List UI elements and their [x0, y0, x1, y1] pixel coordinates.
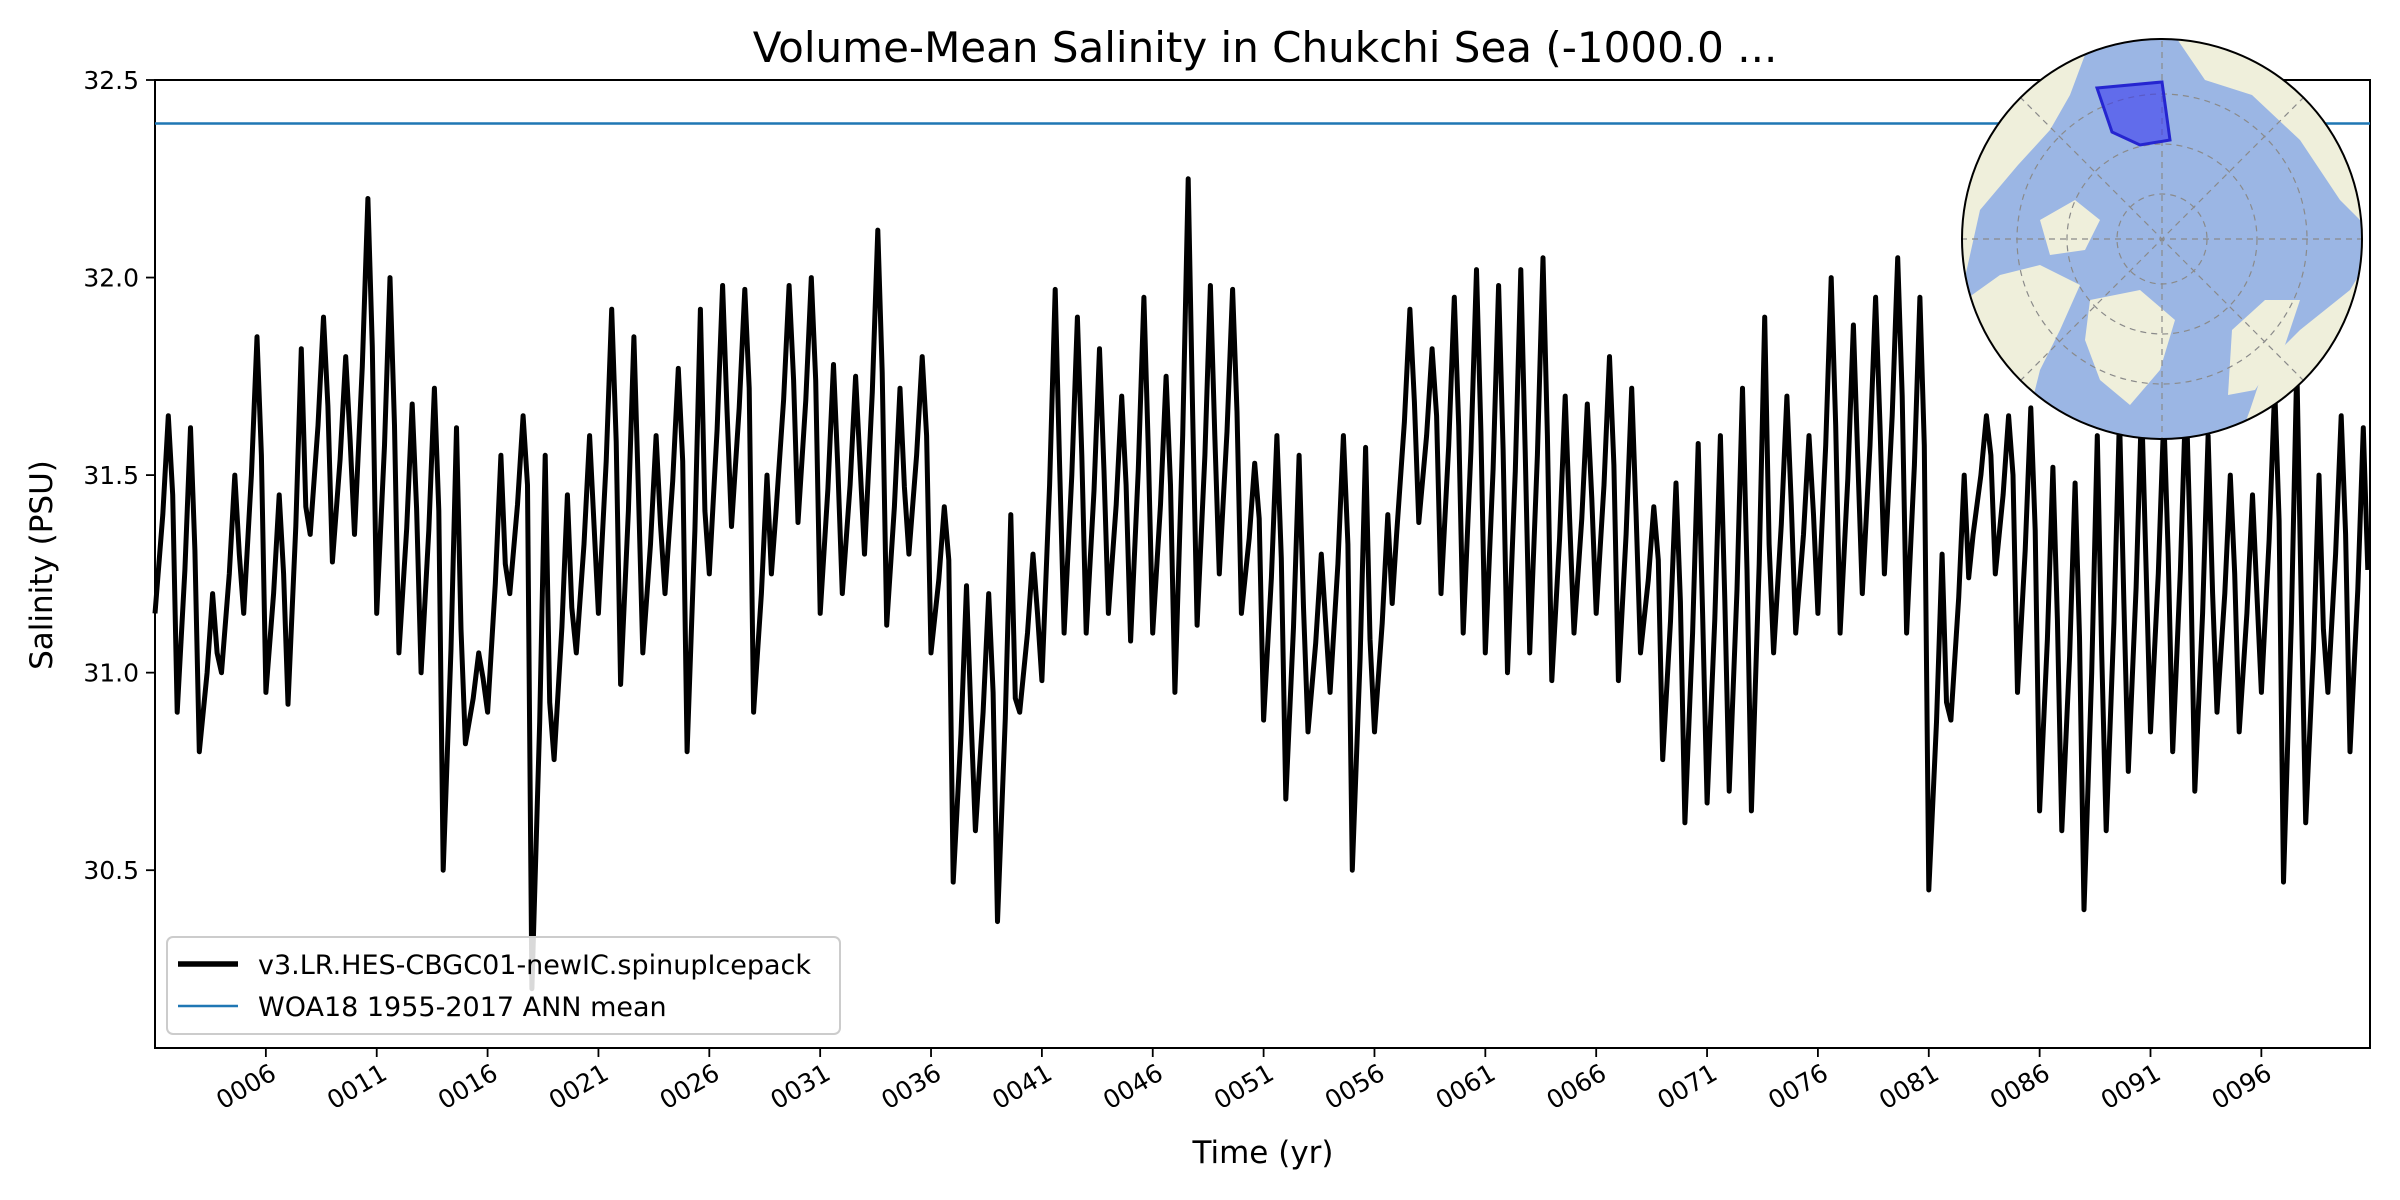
y-tick-label: 31.0: [83, 659, 139, 688]
y-tick-label: 30.5: [83, 856, 139, 885]
y-tick-label: 32.0: [83, 264, 139, 293]
legend-label-model: v3.LR.HES-CBGC01-newIC.spinupIcepack: [258, 950, 811, 981]
legend-label-woa18: WOA18 1955-2017 ANN mean: [258, 992, 667, 1023]
x-axis-label: Time (yr): [1192, 1135, 1334, 1171]
chart-title: Volume-Mean Salinity in Chukchi Sea (-10…: [753, 23, 1778, 72]
map-region-chukchi-sea: [2094, 80, 2172, 147]
y-tick-label: 32.5: [83, 66, 139, 95]
legend: v3.LR.HES-CBGC01-newIC.spinupIcepack WOA…: [166, 936, 841, 1035]
legend-box: [166, 936, 841, 1035]
series-line-model: [152, 176, 2371, 992]
map-border: [1961, 38, 2363, 440]
map-land-greenland: [2085, 290, 2175, 405]
y-axis-label: Salinity (PSU): [24, 460, 60, 670]
y-tick-label: 31.5: [83, 461, 139, 490]
map-land-islands: [2040, 200, 2100, 255]
